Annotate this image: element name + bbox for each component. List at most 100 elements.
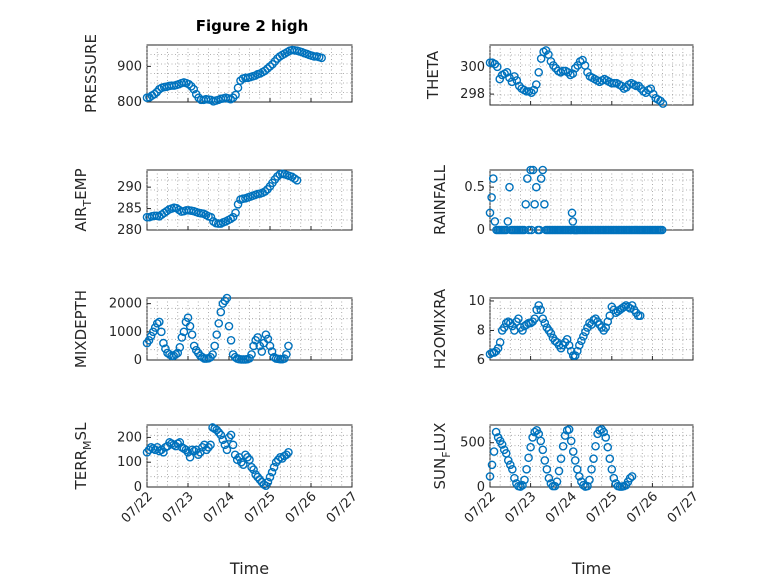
data-point bbox=[261, 330, 271, 339]
data-point bbox=[599, 427, 608, 437]
data-point bbox=[603, 442, 613, 452]
data-point bbox=[175, 343, 185, 352]
data-point bbox=[282, 350, 291, 359]
x-tick-label: 07/27 bbox=[665, 489, 702, 526]
data-point bbox=[520, 475, 529, 485]
series-sun-flux bbox=[485, 425, 637, 491]
series-h2omixra bbox=[485, 301, 645, 360]
x-tick-label: 07/24 bbox=[543, 489, 580, 526]
y-tick-label: 0 bbox=[134, 353, 142, 368]
data-point bbox=[646, 84, 656, 93]
series-theta bbox=[485, 46, 668, 108]
data-point bbox=[524, 225, 534, 235]
data-point bbox=[505, 182, 514, 192]
data-point bbox=[516, 482, 525, 491]
data-point bbox=[556, 454, 566, 463]
data-point bbox=[531, 80, 541, 89]
data-point bbox=[490, 217, 500, 226]
data-point bbox=[523, 174, 532, 183]
data-point bbox=[609, 78, 619, 88]
data-point bbox=[531, 182, 541, 192]
data-point bbox=[214, 219, 223, 228]
data-point bbox=[206, 440, 215, 450]
data-point bbox=[243, 452, 252, 462]
data-point bbox=[658, 99, 668, 108]
y-tick-label: 900 bbox=[117, 59, 142, 74]
data-point bbox=[526, 442, 535, 452]
data-point bbox=[589, 315, 598, 325]
data-point bbox=[148, 327, 158, 337]
data-point bbox=[530, 314, 539, 323]
data-point bbox=[585, 475, 594, 485]
data-point bbox=[540, 318, 550, 328]
data-point bbox=[184, 79, 194, 89]
y-axis-label-rainfall: RAINFALL bbox=[431, 164, 449, 235]
data-point bbox=[265, 341, 275, 351]
data-point bbox=[284, 447, 293, 457]
y-tick-label: 1000 bbox=[109, 325, 142, 340]
data-point bbox=[249, 465, 258, 474]
data-point bbox=[578, 55, 587, 65]
x-tick-label: 07/25 bbox=[242, 489, 279, 526]
data-point bbox=[536, 305, 546, 315]
data-point bbox=[490, 59, 500, 69]
data-point bbox=[214, 319, 224, 328]
data-point bbox=[253, 333, 263, 342]
data-point bbox=[656, 96, 665, 106]
data-point bbox=[226, 430, 236, 440]
data-point bbox=[267, 467, 277, 477]
data-point bbox=[228, 440, 238, 450]
data-point bbox=[530, 199, 539, 209]
series-pressure bbox=[142, 45, 326, 106]
data-point bbox=[563, 67, 573, 77]
data-point bbox=[568, 69, 578, 78]
data-point bbox=[189, 341, 199, 351]
y-tick-label: 285 bbox=[117, 202, 142, 217]
y-axis-label-sun-flux: SUNFLUX bbox=[431, 423, 453, 490]
data-point bbox=[150, 445, 160, 455]
data-point bbox=[544, 473, 554, 483]
data-point bbox=[607, 464, 617, 474]
data-point bbox=[210, 341, 219, 351]
data-point bbox=[177, 333, 187, 342]
data-point bbox=[216, 307, 226, 317]
data-point bbox=[534, 301, 544, 310]
data-point bbox=[552, 477, 562, 486]
data-point bbox=[524, 453, 533, 463]
data-point bbox=[485, 208, 495, 218]
data-point bbox=[503, 456, 513, 465]
data-point bbox=[173, 348, 183, 358]
data-point bbox=[508, 464, 517, 474]
data-point bbox=[566, 436, 576, 446]
data-point bbox=[579, 480, 588, 490]
y-tick-label: 2000 bbox=[109, 297, 142, 312]
data-point bbox=[228, 212, 238, 222]
data-point bbox=[635, 311, 645, 321]
data-point bbox=[253, 472, 263, 482]
data-point bbox=[568, 217, 578, 226]
panel-air-temp: 280 285 290 AIRTEMP bbox=[72, 168, 353, 238]
data-point bbox=[267, 347, 277, 356]
data-point bbox=[550, 481, 560, 491]
data-point bbox=[536, 436, 546, 446]
data-point bbox=[530, 427, 539, 437]
data-point bbox=[538, 314, 548, 323]
data-point bbox=[505, 460, 515, 470]
data-point bbox=[538, 445, 548, 455]
data-point bbox=[493, 343, 503, 353]
data-point bbox=[317, 53, 326, 63]
data-point bbox=[224, 321, 234, 331]
x-tick-label: 07/24 bbox=[201, 489, 238, 526]
data-point bbox=[212, 330, 221, 339]
y-axis-label-h2omixra: H2OMIXRA bbox=[431, 288, 449, 369]
data-point bbox=[589, 454, 598, 463]
data-point bbox=[198, 352, 207, 362]
data-point bbox=[570, 456, 580, 465]
y-axis-label-mixdepth: MIXDEPTH bbox=[72, 290, 90, 368]
data-point bbox=[528, 165, 538, 175]
data-point bbox=[224, 433, 234, 442]
data-point bbox=[154, 317, 164, 327]
data-point bbox=[499, 323, 509, 332]
